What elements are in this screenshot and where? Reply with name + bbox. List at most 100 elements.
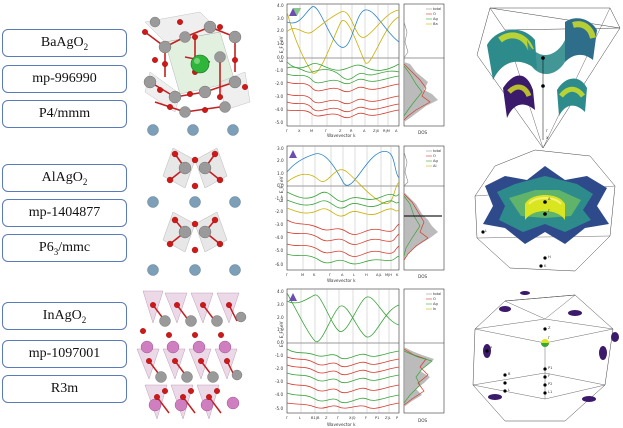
mp-id: mp-1097001 — [28, 346, 101, 361]
bz-label: Γ — [546, 129, 548, 133]
space-group: P63/mmc — [38, 239, 91, 257]
bz-label: Z — [548, 326, 551, 330]
dos-plot: total O Ag In DOS — [403, 288, 445, 423]
k-point-label: Γ — [286, 273, 288, 277]
bz-label: L1 — [548, 390, 552, 394]
y-tick-label: -3.0 — [275, 222, 284, 227]
bz-label: L — [485, 229, 487, 233]
k-point-label: H — [365, 273, 368, 277]
y-tick-label: 2.0 — [277, 28, 284, 33]
y-tick-label: -6.0 — [275, 262, 284, 267]
bz-label: A — [548, 197, 551, 201]
crystal-structure — [136, 290, 247, 420]
y-tick-label: -5.0 — [275, 406, 284, 411]
legend-entry: O — [433, 12, 436, 16]
x-axis-title: Wavevector k — [327, 278, 356, 283]
space-group-box: P4/mmm — [2, 100, 127, 128]
y-tick-label: 0.0 — [277, 340, 284, 345]
y-tick-label: 4.0 — [277, 3, 284, 8]
legend-entry: Ag — [433, 302, 438, 306]
k-point-label: M — [301, 273, 304, 277]
y-axis-title: E − E_F / eV — [279, 176, 284, 202]
k-point-label: K — [313, 273, 316, 277]
k-point-label: Γ — [325, 129, 327, 133]
k-point-label: Z — [325, 416, 328, 420]
fermi-surface: Γ X — [476, 7, 621, 149]
band-structure-plot: 4.0 3.0 2.0 1.0 0.0 -1.0 -2.0 -3.0 -4.0 … — [275, 3, 400, 138]
bz-label: B — [508, 372, 511, 376]
space-group-box: R3m — [2, 375, 127, 403]
y-tick-label: 2.0 — [277, 158, 284, 163]
k-point-label: Γ — [337, 416, 339, 420]
y-axis-title: E − E_F / eV — [279, 321, 284, 347]
fermi-surface: A Γ L H K — [474, 149, 616, 272]
k-point-label: P — [396, 416, 399, 420]
k-point-label: Γ — [286, 129, 288, 133]
y-tick-label: -1.0 — [275, 353, 284, 358]
k-point-label: B1|B — [311, 416, 320, 420]
y-tick-label: -5.0 — [275, 248, 284, 253]
band-structure-plot: 4.0 3.0 2.0 1.0 0.0 -1.0 -2.0 -3.0 -4.0 … — [275, 288, 400, 427]
y-tick-label: -1.0 — [275, 68, 284, 73]
legend-entry: total — [433, 292, 441, 296]
y-tick-label: -4.0 — [275, 392, 284, 397]
mp-id-box: mp-1404877 — [2, 199, 127, 227]
k-point-label: A — [341, 273, 344, 277]
bz-label: P1 — [548, 366, 552, 370]
compound-name: BaAgO2 — [40, 34, 89, 52]
band-structure-plot: 3.0 2.0 1.0 0.0 -1.0 -2.0 -3.0 -4.0 -5.0… — [275, 145, 400, 283]
k-point-label: M|H — [385, 273, 392, 277]
y-tick-label: -5.0 — [275, 120, 284, 125]
legend-entry: Ba — [433, 22, 438, 26]
y-tick-label: -2.0 — [275, 366, 284, 371]
bz-label: P — [490, 346, 493, 350]
compound-name-box: BaAgO2 — [2, 29, 127, 57]
y-tick-label: 4.0 — [277, 289, 284, 294]
y-tick-label: -2.0 — [275, 209, 284, 214]
y-tick-label: 0.0 — [277, 55, 284, 60]
legend-entry: total — [433, 7, 441, 11]
compound-name-box: InAgO2 — [2, 302, 127, 330]
y-tick-label: 1.0 — [277, 41, 284, 46]
x-axis-title: Wavevector k — [327, 422, 356, 427]
mp-id-box: mp-1097001 — [2, 340, 127, 368]
legend-entry: Ag — [433, 17, 438, 21]
k-point-label: A|L — [376, 273, 382, 277]
bz-label: L — [508, 388, 510, 392]
legend-entry: O — [433, 297, 436, 301]
compound-name: AlAgO2 — [41, 169, 88, 187]
bz-label: H — [548, 255, 551, 259]
compound-name-box: AlAgO2 — [2, 164, 127, 192]
k-point-label: X — [298, 129, 301, 133]
bz-label: Γ — [548, 336, 550, 340]
y-axis-title: E − E_F / eV — [279, 36, 284, 62]
y-tick-label: 1.0 — [277, 171, 284, 176]
k-point-label: L — [353, 273, 355, 277]
y-tick-label: -3.0 — [275, 94, 284, 99]
k-point-label: A — [363, 129, 366, 133]
x-axis-title: Wavevector k — [327, 133, 356, 138]
row-alago2: AlAgO2 mp-1404877 P63/mmc — [0, 142, 623, 283]
space-group-box: P63/mmc — [2, 234, 127, 262]
space-group: R3m — [50, 381, 79, 396]
dos-plot: total O Ag Al DOS — [403, 145, 445, 279]
y-tick-label: 3.0 — [277, 302, 284, 307]
legend-entry: total — [433, 149, 441, 153]
legend-entry: Al — [433, 164, 436, 168]
legend-entry: In — [433, 307, 436, 311]
y-tick-label: -4.0 — [275, 235, 284, 240]
compound-name: InAgO2 — [42, 307, 87, 325]
row-baago2: BaAgO2 mp-996990 P4/mmm — [0, 0, 623, 149]
crystal-structure — [142, 11, 251, 136]
k-point-label: A — [395, 129, 398, 133]
dos-axis-title: DOS — [418, 130, 428, 135]
row-inago2: InAgO2 mp-1097001 R3m — [0, 285, 623, 427]
mp-id: mp-1404877 — [28, 205, 101, 220]
dos-axis-title: DOS — [418, 274, 428, 279]
k-point-label: X|Q — [349, 416, 356, 420]
mp-id: mp-996990 — [32, 71, 97, 86]
dos-axis-title: DOS — [418, 418, 428, 423]
k-point-label: R|M — [383, 129, 390, 133]
y-tick-label: 2.0 — [277, 315, 284, 320]
y-tick-label: -2.0 — [275, 81, 284, 86]
